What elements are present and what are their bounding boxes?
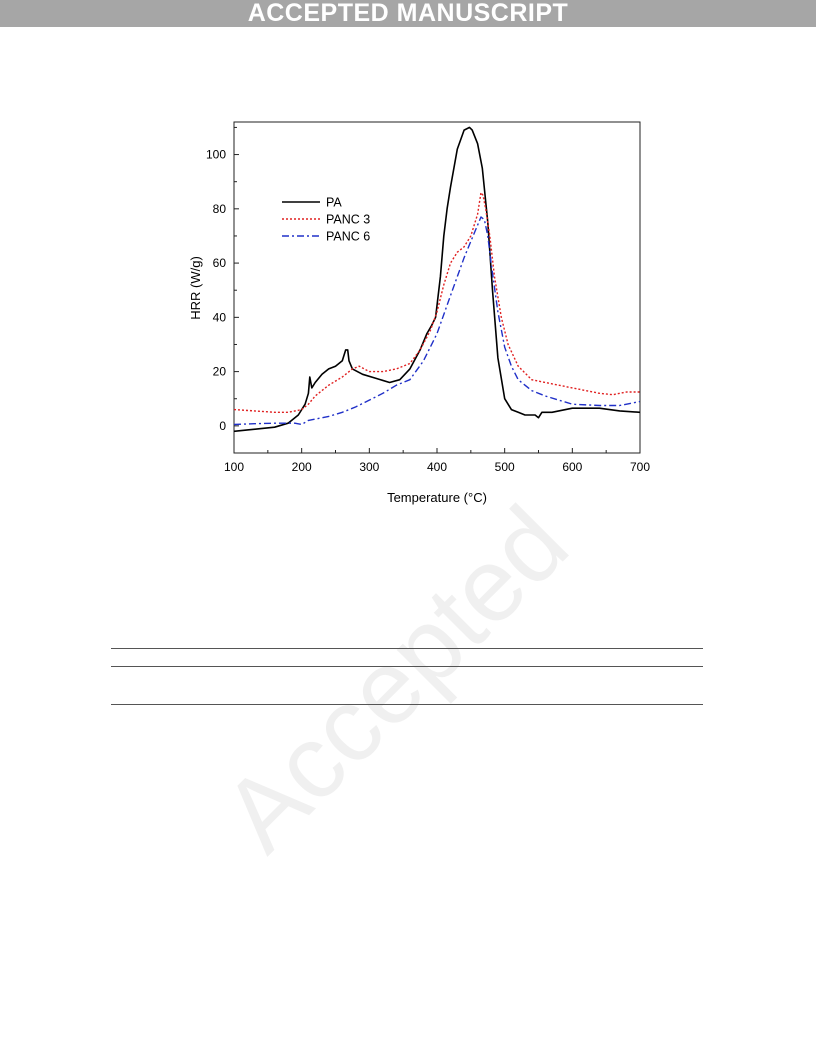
plot-frame bbox=[233, 121, 641, 454]
y-tick-label: 80 bbox=[213, 202, 227, 216]
y-axis-label: HRR (W/g) bbox=[188, 256, 203, 320]
y-tick-label: 100 bbox=[206, 148, 226, 162]
hrr-line-chart: 100 200 300 400 500 600 700 0 20 40 60 80 100 PA PANC… bbox=[188, 121, 650, 505]
x-tick-label: 300 bbox=[359, 460, 379, 474]
y-tick-label: 60 bbox=[213, 256, 227, 270]
x-axis-label: Temperature (°C) bbox=[387, 490, 487, 505]
series-line-panc-6 bbox=[234, 216, 640, 426]
legend-label-panc-3: PANC 3 bbox=[326, 213, 370, 227]
x-tick-label: 600 bbox=[562, 460, 582, 474]
y-tick-label: 20 bbox=[213, 365, 227, 379]
y-tick-label: 40 bbox=[213, 310, 227, 324]
series-line-panc-3 bbox=[234, 191, 640, 413]
series-line-pa bbox=[234, 126, 640, 433]
table-bottom-rule bbox=[111, 704, 703, 705]
y-tick-label: 0 bbox=[219, 419, 226, 433]
legend-label-panc-6: PANC 6 bbox=[326, 230, 370, 244]
x-tick-label: 500 bbox=[495, 460, 515, 474]
x-tick-label: 200 bbox=[292, 460, 312, 474]
accepted-manuscript-banner: ACCEPTED MANUSCRIPT bbox=[0, 0, 816, 27]
x-tick-label: 100 bbox=[224, 460, 244, 474]
x-tick-label: 400 bbox=[427, 460, 447, 474]
x-tick-label: 700 bbox=[630, 460, 650, 474]
table-header-rule bbox=[111, 666, 703, 667]
legend-label-pa: PA bbox=[326, 196, 342, 210]
table-top-rule bbox=[111, 648, 703, 649]
